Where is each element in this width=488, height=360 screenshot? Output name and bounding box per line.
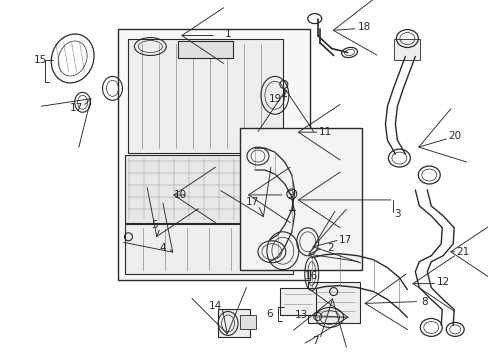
Text: 15: 15 (34, 55, 47, 66)
Bar (125, 155, 264, 223)
Text: 2: 2 (326, 243, 333, 253)
Text: 12: 12 (436, 276, 449, 287)
Text: 5: 5 (151, 220, 157, 230)
Bar (128, 39, 282, 153)
Text: 3: 3 (393, 209, 400, 219)
Text: 17: 17 (245, 197, 258, 207)
Text: 18: 18 (357, 22, 370, 32)
Text: 17: 17 (338, 235, 351, 245)
Text: 19: 19 (269, 94, 282, 104)
Bar (125, 224, 292, 274)
Text: 9: 9 (287, 190, 293, 200)
Text: 21: 21 (456, 247, 469, 257)
Bar (218, 310, 249, 337)
Text: 4: 4 (159, 243, 165, 253)
Bar (178, 41, 233, 58)
Bar (240, 128, 361, 270)
Text: 17: 17 (70, 103, 83, 113)
Bar (279, 288, 315, 315)
Bar (394, 39, 420, 60)
Text: 6: 6 (266, 310, 273, 319)
Text: 11: 11 (318, 127, 332, 137)
Bar (118, 28, 309, 280)
Text: 14: 14 (208, 301, 221, 311)
Text: 8: 8 (420, 297, 427, 306)
Text: 10: 10 (173, 190, 186, 200)
Text: 7: 7 (312, 336, 318, 346)
Text: 1: 1 (224, 28, 231, 39)
Bar (240, 315, 255, 329)
Text: 13: 13 (295, 310, 308, 320)
Text: 20: 20 (447, 131, 461, 141)
Text: 16: 16 (305, 271, 318, 281)
Bar (307, 282, 359, 323)
